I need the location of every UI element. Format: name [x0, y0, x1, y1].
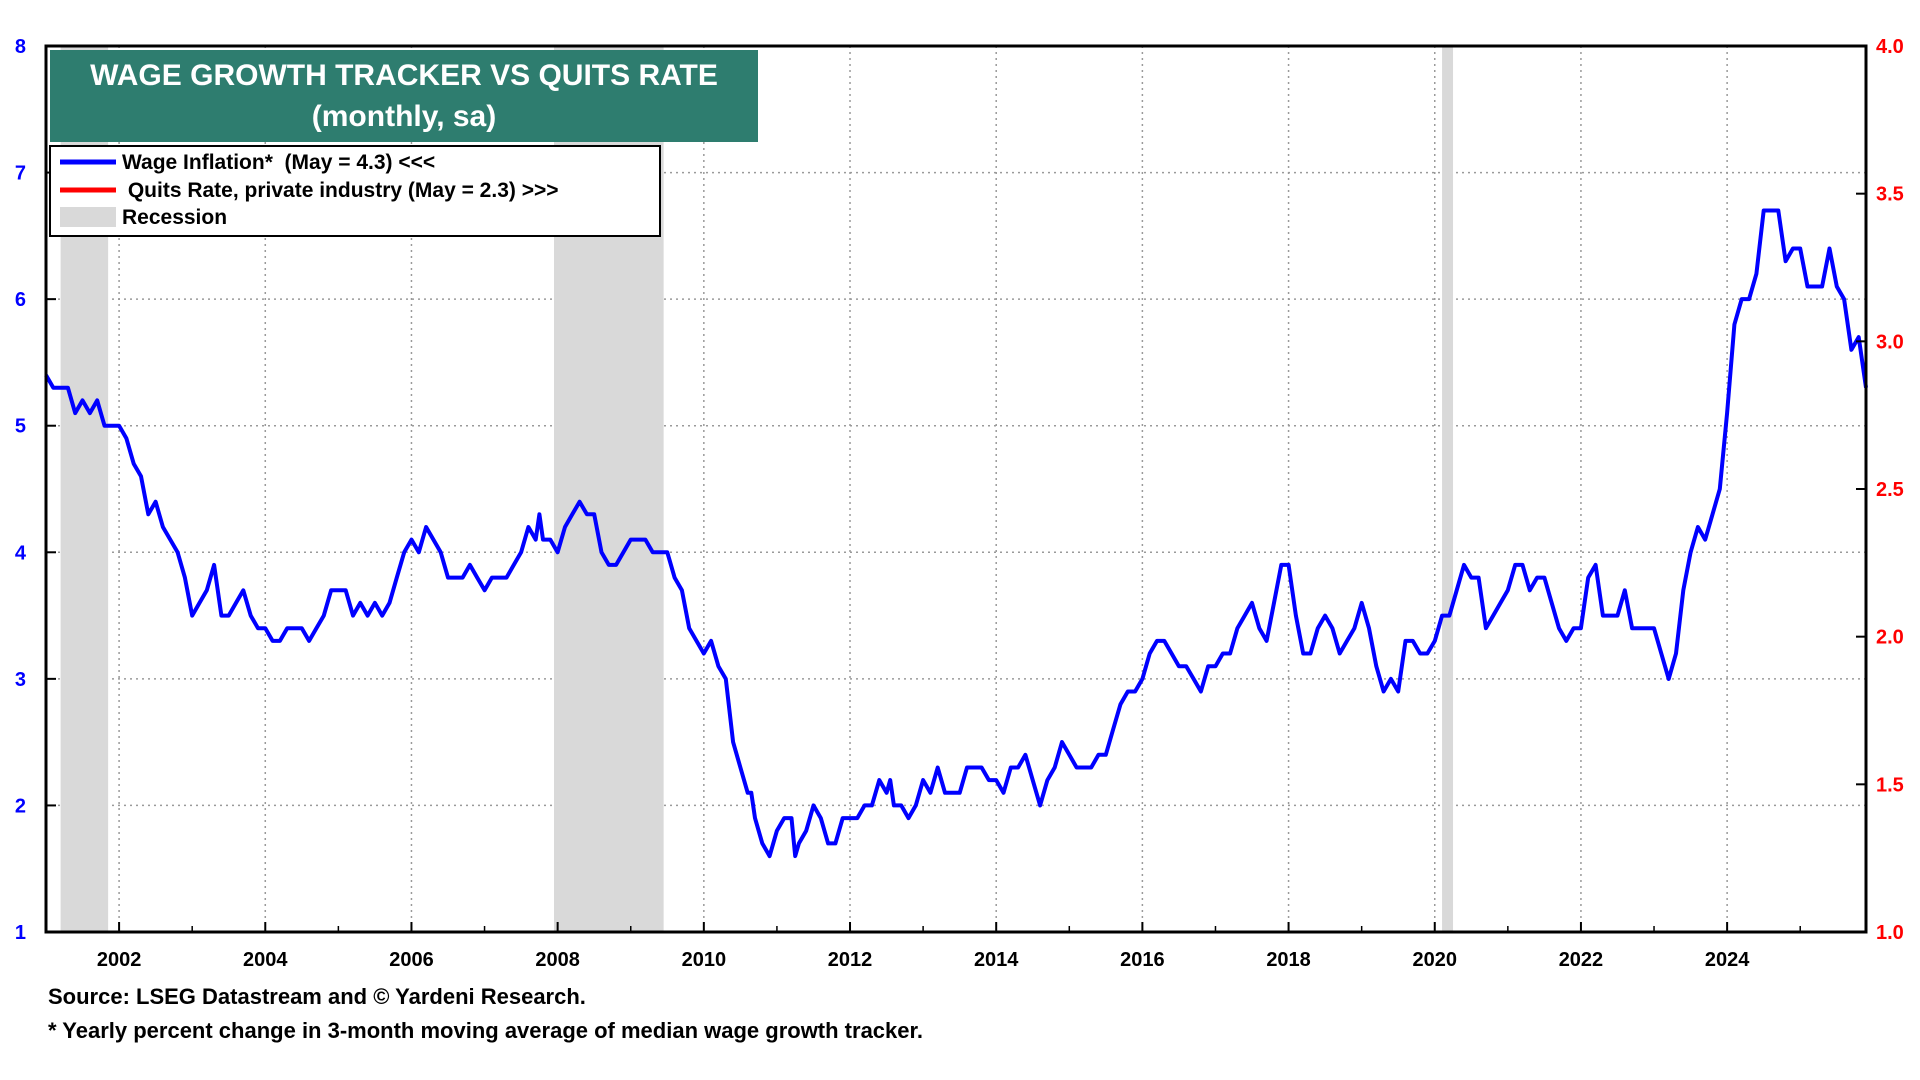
series-lines	[44, 208, 1868, 859]
chart-subtitle: (monthly, sa)	[312, 100, 496, 133]
left-tick-label: 8	[15, 36, 26, 58]
left-tick-label: 1	[15, 922, 26, 944]
x-tick-label: 2022	[1559, 949, 1604, 971]
right-tick-label: 2.5	[1876, 479, 1904, 501]
left-tick-label: 4	[15, 542, 27, 564]
x-tick-label: 2024	[1705, 949, 1750, 971]
x-tick-label: 2020	[1413, 949, 1458, 971]
x-tick-label: 2018	[1266, 949, 1311, 971]
right-tick-label: 3.5	[1876, 184, 1904, 206]
x-tick-label: 2014	[974, 949, 1019, 971]
x-tick-label: 2012	[828, 949, 873, 971]
legend-label-quits: Quits Rate, private industry (May = 2.3)…	[122, 179, 559, 202]
x-tick-label: 2010	[682, 949, 727, 971]
left-tick-label: 7	[15, 163, 26, 185]
right-tick-label: 3.0	[1876, 331, 1904, 353]
x-tick-label: 2008	[535, 949, 580, 971]
legend-label-recession: Recession	[122, 206, 227, 229]
source-note: Source: LSEG Datastream and © Yardeni Re…	[48, 984, 586, 1009]
left-tick-label: 5	[15, 416, 26, 438]
right-tick-label: 4.0	[1876, 36, 1904, 58]
x-tick-label: 2004	[243, 949, 288, 971]
chart-title: WAGE GROWTH TRACKER VS QUITS RATE	[90, 59, 718, 92]
legend-swatch-recession	[60, 207, 116, 227]
right-tick-label: 2.0	[1876, 627, 1904, 649]
legend-label-wage: Wage Inflation* (May = 4.3) <<<	[122, 151, 435, 174]
right-tick-label: 1.0	[1876, 922, 1904, 944]
footnote: * Yearly percent change in 3-month movin…	[48, 1018, 923, 1043]
left-tick-label: 3	[15, 669, 26, 691]
x-tick-label: 2002	[97, 949, 142, 971]
left-tick-label: 6	[15, 289, 26, 311]
title-background	[50, 50, 758, 142]
axis-ticks: 1 2 3 4 5 6 7 8 1.0 1.5 2.0 2.5 3.0 3.5 4.0 2002 2004 200…	[15, 36, 1904, 971]
left-tick-label: 2	[15, 795, 26, 817]
wage-inflation-line	[44, 208, 1868, 859]
x-tick-label: 2016	[1120, 949, 1165, 971]
legend-box	[49, 145, 661, 237]
legend: Wage Inflation* (May = 4.3) <<< Quits Ra…	[49, 145, 661, 237]
right-tick-label: 1.5	[1876, 774, 1904, 796]
chart-title-box: WAGE GROWTH TRACKER VS QUITS RATE (month…	[50, 50, 758, 142]
x-tick-label: 2006	[389, 949, 434, 971]
recession-band	[1442, 46, 1454, 932]
